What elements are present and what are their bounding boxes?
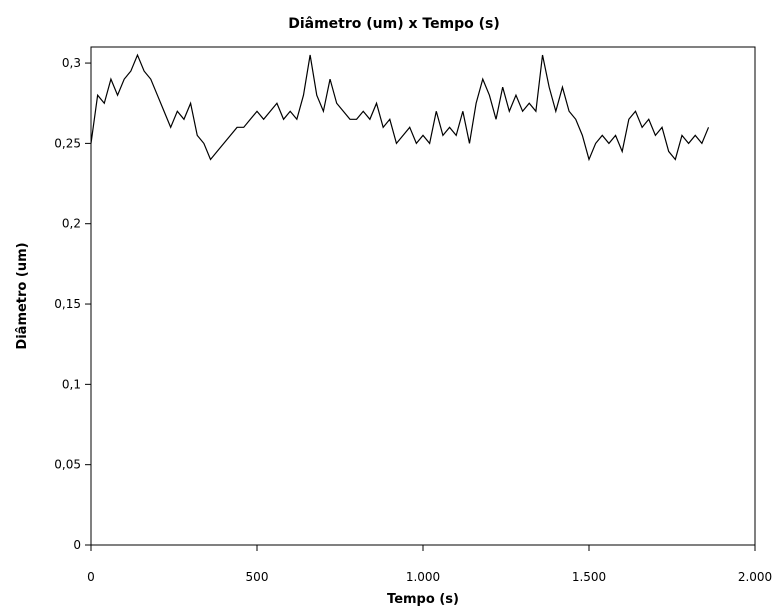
y-tick-label: 0,05: [54, 458, 81, 472]
x-tick-label: 0: [87, 570, 95, 584]
y-axis-title: Diâmetro (um): [15, 242, 30, 349]
chart-title: Diâmetro (um) x Tempo (s): [288, 16, 500, 32]
x-tick-label: 1.000: [406, 570, 440, 584]
y-tick-label: 0,1: [62, 377, 81, 391]
y-tick-label: 0: [73, 538, 81, 552]
plot-frame: [90, 46, 756, 546]
y-tick-label: 0,3: [62, 56, 81, 70]
y-tick-label: 0,2: [62, 217, 81, 231]
data-line: [90, 53, 710, 162]
y-tick-label: 0,25: [54, 136, 81, 150]
x-tick-label: 1.500: [572, 570, 606, 584]
y-tick-label: 0,15: [54, 297, 81, 311]
x-tick-label: 500: [246, 570, 269, 584]
x-axis-title: Tempo (s): [387, 592, 459, 607]
x-tick-label: 2.000: [738, 570, 772, 584]
